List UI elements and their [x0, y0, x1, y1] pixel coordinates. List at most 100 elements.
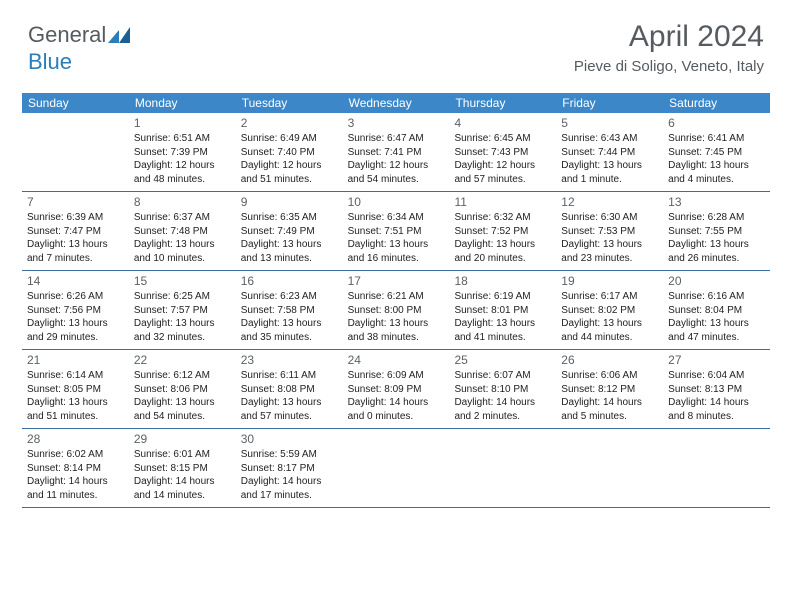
day-info-line: and 48 minutes.: [134, 173, 231, 187]
day-info-line: and 41 minutes.: [454, 331, 551, 345]
day-info-line: Sunset: 8:00 PM: [348, 304, 445, 318]
day-number: 28: [27, 431, 124, 447]
day-info-line: and 57 minutes.: [241, 410, 338, 424]
day-info-line: Sunset: 8:05 PM: [27, 383, 124, 397]
calendar-day-cell: 8Sunrise: 6:37 AMSunset: 7:48 PMDaylight…: [129, 192, 236, 270]
day-info-line: Sunset: 8:10 PM: [454, 383, 551, 397]
day-number: 26: [561, 352, 658, 368]
day-info-line: and 26 minutes.: [668, 252, 765, 266]
calendar-day-cell: 16Sunrise: 6:23 AMSunset: 7:58 PMDayligh…: [236, 271, 343, 349]
day-info-line: Sunrise: 6:21 AM: [348, 290, 445, 304]
day-info-line: Sunset: 7:41 PM: [348, 146, 445, 160]
day-info-line: Sunrise: 6:09 AM: [348, 369, 445, 383]
day-info-line: Sunrise: 6:07 AM: [454, 369, 551, 383]
day-header: Thursday: [449, 93, 556, 113]
day-info-line: and 13 minutes.: [241, 252, 338, 266]
calendar-day-cell: 14Sunrise: 6:26 AMSunset: 7:56 PMDayligh…: [22, 271, 129, 349]
day-info-line: Sunrise: 6:34 AM: [348, 211, 445, 225]
day-info-line: and 47 minutes.: [668, 331, 765, 345]
day-info-line: Daylight: 14 hours: [241, 475, 338, 489]
day-number: 15: [134, 273, 231, 289]
day-info-line: Sunset: 7:51 PM: [348, 225, 445, 239]
day-info-line: Daylight: 13 hours: [561, 159, 658, 173]
calendar-week-row: 14Sunrise: 6:26 AMSunset: 7:56 PMDayligh…: [22, 271, 770, 350]
day-number: 12: [561, 194, 658, 210]
day-info-line: Daylight: 13 hours: [561, 238, 658, 252]
day-info-line: and 4 minutes.: [668, 173, 765, 187]
calendar-header-row: SundayMondayTuesdayWednesdayThursdayFrid…: [22, 93, 770, 113]
calendar-week-row: 1Sunrise: 6:51 AMSunset: 7:39 PMDaylight…: [22, 113, 770, 192]
calendar-day-cell: 18Sunrise: 6:19 AMSunset: 8:01 PMDayligh…: [449, 271, 556, 349]
day-info-line: Sunset: 8:01 PM: [454, 304, 551, 318]
day-number: 5: [561, 115, 658, 131]
calendar-day-cell: 10Sunrise: 6:34 AMSunset: 7:51 PMDayligh…: [343, 192, 450, 270]
day-info-line: Sunset: 7:48 PM: [134, 225, 231, 239]
day-info-line: Sunset: 7:39 PM: [134, 146, 231, 160]
day-info-line: Sunrise: 6:39 AM: [27, 211, 124, 225]
day-info-line: and 29 minutes.: [27, 331, 124, 345]
day-header: Tuesday: [236, 93, 343, 113]
logo: General Blue: [28, 22, 130, 75]
day-info-line: Daylight: 13 hours: [134, 238, 231, 252]
day-header: Monday: [129, 93, 236, 113]
day-info-line: Sunset: 7:47 PM: [27, 225, 124, 239]
day-info-line: Daylight: 12 hours: [241, 159, 338, 173]
calendar-day-cell: [663, 429, 770, 507]
day-info-line: and 16 minutes.: [348, 252, 445, 266]
day-info-line: Daylight: 13 hours: [561, 317, 658, 331]
day-number: 3: [348, 115, 445, 131]
calendar-day-cell: 20Sunrise: 6:16 AMSunset: 8:04 PMDayligh…: [663, 271, 770, 349]
day-number: 10: [348, 194, 445, 210]
day-info-line: Daylight: 14 hours: [668, 396, 765, 410]
day-info-line: Sunrise: 6:25 AM: [134, 290, 231, 304]
day-info-line: Daylight: 13 hours: [668, 238, 765, 252]
day-number: 17: [348, 273, 445, 289]
day-info-line: Sunset: 7:45 PM: [668, 146, 765, 160]
day-number: 1: [134, 115, 231, 131]
day-number: 23: [241, 352, 338, 368]
day-info-line: and 8 minutes.: [668, 410, 765, 424]
day-info-line: Daylight: 14 hours: [454, 396, 551, 410]
day-info-line: Sunrise: 6:26 AM: [27, 290, 124, 304]
day-info-line: Daylight: 13 hours: [348, 238, 445, 252]
calendar-day-cell: 29Sunrise: 6:01 AMSunset: 8:15 PMDayligh…: [129, 429, 236, 507]
day-info-line: Sunrise: 6:47 AM: [348, 132, 445, 146]
day-info-line: Daylight: 13 hours: [241, 238, 338, 252]
calendar-day-cell: 21Sunrise: 6:14 AMSunset: 8:05 PMDayligh…: [22, 350, 129, 428]
day-number: 25: [454, 352, 551, 368]
day-info-line: Daylight: 13 hours: [134, 317, 231, 331]
day-info-line: Sunrise: 6:11 AM: [241, 369, 338, 383]
day-number: 21: [27, 352, 124, 368]
day-number: 2: [241, 115, 338, 131]
calendar-week-row: 21Sunrise: 6:14 AMSunset: 8:05 PMDayligh…: [22, 350, 770, 429]
day-info-line: Sunset: 8:17 PM: [241, 462, 338, 476]
day-info-line: Daylight: 13 hours: [27, 238, 124, 252]
day-number: 24: [348, 352, 445, 368]
day-number: 29: [134, 431, 231, 447]
calendar-day-cell: 22Sunrise: 6:12 AMSunset: 8:06 PMDayligh…: [129, 350, 236, 428]
day-info-line: Daylight: 13 hours: [348, 317, 445, 331]
day-info-line: and 35 minutes.: [241, 331, 338, 345]
day-info-line: Daylight: 13 hours: [241, 396, 338, 410]
day-info-line: Sunset: 7:56 PM: [27, 304, 124, 318]
logo-text-2: Blue: [28, 49, 72, 74]
day-number: 8: [134, 194, 231, 210]
day-info-line: Sunset: 8:08 PM: [241, 383, 338, 397]
calendar-day-cell: 11Sunrise: 6:32 AMSunset: 7:52 PMDayligh…: [449, 192, 556, 270]
calendar-week-row: 28Sunrise: 6:02 AMSunset: 8:14 PMDayligh…: [22, 429, 770, 508]
day-info-line: and 51 minutes.: [27, 410, 124, 424]
day-info-line: Daylight: 14 hours: [27, 475, 124, 489]
day-info-line: Sunrise: 6:17 AM: [561, 290, 658, 304]
calendar-day-cell: 15Sunrise: 6:25 AMSunset: 7:57 PMDayligh…: [129, 271, 236, 349]
day-info-line: Sunset: 7:55 PM: [668, 225, 765, 239]
day-info-line: Sunset: 7:53 PM: [561, 225, 658, 239]
calendar-day-cell: 17Sunrise: 6:21 AMSunset: 8:00 PMDayligh…: [343, 271, 450, 349]
calendar-day-cell: 2Sunrise: 6:49 AMSunset: 7:40 PMDaylight…: [236, 113, 343, 191]
day-info-line: Sunset: 8:12 PM: [561, 383, 658, 397]
calendar-day-cell: 25Sunrise: 6:07 AMSunset: 8:10 PMDayligh…: [449, 350, 556, 428]
calendar-week-row: 7Sunrise: 6:39 AMSunset: 7:47 PMDaylight…: [22, 192, 770, 271]
day-header: Friday: [556, 93, 663, 113]
calendar-day-cell: 28Sunrise: 6:02 AMSunset: 8:14 PMDayligh…: [22, 429, 129, 507]
calendar-day-cell: 3Sunrise: 6:47 AMSunset: 7:41 PMDaylight…: [343, 113, 450, 191]
day-info-line: Sunrise: 6:16 AM: [668, 290, 765, 304]
